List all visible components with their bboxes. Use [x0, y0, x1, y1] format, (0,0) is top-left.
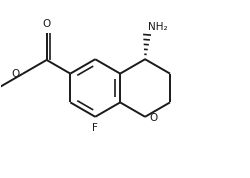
- Text: O: O: [12, 69, 20, 79]
- Text: F: F: [92, 123, 98, 133]
- Text: O: O: [149, 113, 157, 123]
- Text: NH₂: NH₂: [148, 22, 168, 32]
- Text: O: O: [42, 19, 51, 29]
